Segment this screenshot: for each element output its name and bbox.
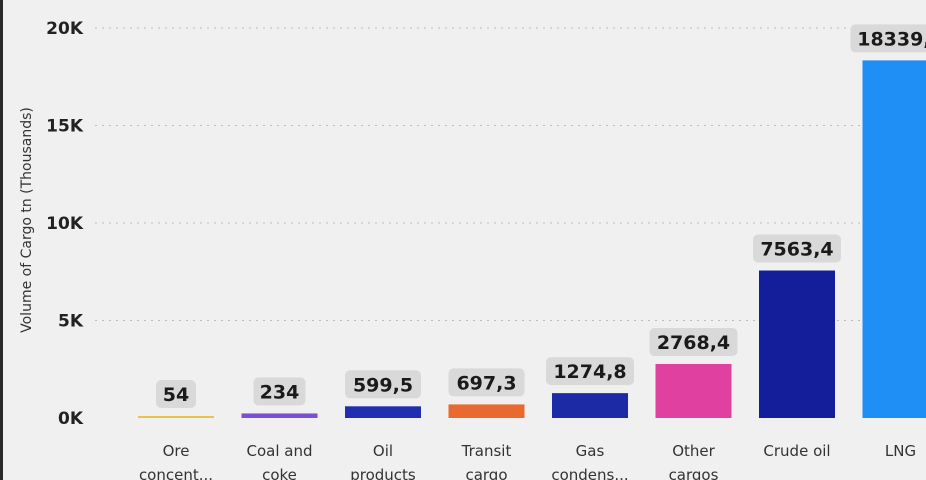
bar	[345, 406, 421, 418]
x-tick-label: condens...	[551, 466, 628, 480]
y-axis-label: Volume of Cargo tn (Thousands)	[19, 107, 35, 333]
bar	[241, 413, 318, 418]
x-tick-label: Coal and	[247, 442, 313, 460]
x-tick-label: Crude oil	[763, 442, 830, 460]
data-label-box	[156, 380, 196, 408]
y-tick-label: 20K	[46, 19, 84, 39]
data-label-box	[448, 368, 525, 397]
x-tick-label: cargo	[465, 466, 507, 480]
bar	[552, 393, 628, 418]
x-tick-label: coke	[262, 466, 297, 480]
data-label: 234	[260, 381, 300, 403]
data-label-box	[753, 234, 841, 263]
data-label: 7563,4	[760, 239, 833, 261]
x-tick-label: concent...	[139, 466, 213, 480]
bar	[759, 270, 835, 418]
x-tick-label: products	[350, 466, 416, 480]
y-tick-label: 10K	[46, 214, 84, 234]
data-label-box	[850, 24, 926, 53]
x-tick-label: cargos	[669, 466, 719, 480]
bar	[138, 416, 214, 418]
data-label-box	[253, 377, 306, 406]
data-label: 697,3	[456, 372, 516, 394]
data-label: 2768,4	[657, 332, 730, 354]
y-tick-label: 15K	[46, 117, 84, 137]
x-tick-label: Gas	[576, 442, 605, 460]
x-tick-label: Ore	[163, 442, 190, 460]
data-label-box	[345, 370, 421, 399]
bar	[448, 404, 525, 418]
data-label: 599,5	[353, 374, 413, 396]
data-label: 1274,8	[553, 361, 626, 383]
x-tick-label: LNG	[885, 442, 916, 460]
x-tick-label: Oil	[373, 442, 393, 460]
data-label-box	[546, 357, 634, 386]
data-label-box	[649, 328, 738, 357]
x-tick-label: Other	[672, 442, 715, 460]
y-tick-label: 5K	[58, 312, 84, 332]
bar	[655, 364, 732, 418]
bar	[862, 60, 926, 418]
x-tick-label: Transit	[461, 442, 512, 460]
data-label: 54	[163, 384, 189, 406]
bar-chart: 0K 5K 10K 15K 20K Volume of Cargo tn (Thousan…	[19, 19, 926, 480]
data-label: 18339,9	[857, 28, 926, 50]
y-tick-label: 0K	[58, 409, 84, 429]
